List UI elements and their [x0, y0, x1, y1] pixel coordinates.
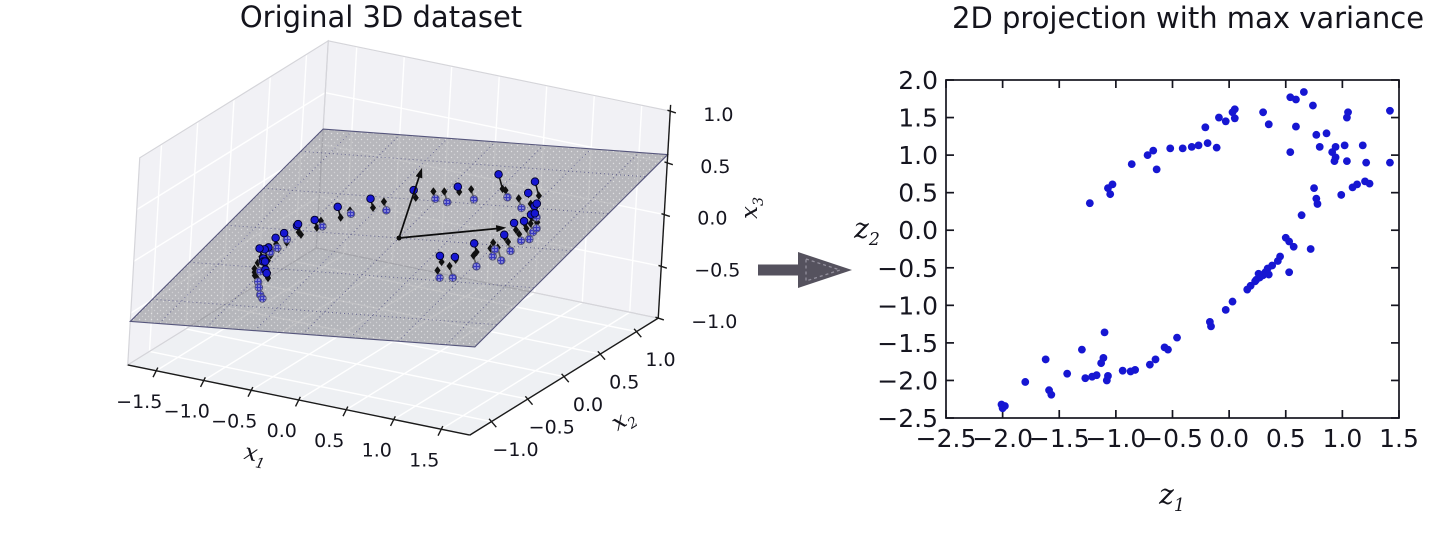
- svg-text:−1.5: −1.5: [1029, 424, 1090, 453]
- svg-text:−2.0: −2.0: [877, 366, 938, 395]
- svg-text:−1.5: −1.5: [877, 329, 938, 358]
- right-2d-plot: −2.5−2.0−1.5−1.0−0.5 0.0 0.5 1.0 1.52.01.51.…: [877, 66, 1419, 453]
- svg-text:−1.0: −1.0: [691, 311, 737, 333]
- svg-text:−1.0: −1.0: [492, 439, 538, 461]
- z2-axis-label: z2: [854, 212, 880, 250]
- svg-text:0.0: 0.0: [267, 420, 297, 442]
- svg-text:0.5: 0.5: [1266, 424, 1306, 453]
- left-plot-title: Original 3D dataset: [239, 0, 523, 34]
- svg-text:−0.5: −0.5: [529, 417, 575, 439]
- svg-text:−1.0: −1.0: [1086, 424, 1147, 453]
- x3-axis-label: x3: [737, 196, 767, 220]
- svg-text:−1.0: −1.0: [877, 291, 938, 320]
- svg-text:0.5: 0.5: [314, 430, 344, 452]
- svg-text:−2.5: −2.5: [916, 424, 977, 453]
- left-3d-plot: −1.5 −1.0 −0.5 0.0 0.5 1.0 1.5 −1.0−0.50.00.51.…: [116, 39, 740, 471]
- svg-text:0.0: 0.0: [1209, 424, 1249, 453]
- svg-text:−0.5: −0.5: [877, 254, 938, 283]
- svg-text:0.5: 0.5: [898, 179, 938, 208]
- svg-text:0.5: 0.5: [609, 372, 639, 394]
- svg-text:−1.5: −1.5: [116, 391, 162, 413]
- svg-text:−1.0: −1.0: [164, 401, 210, 423]
- svg-text:−0.5: −0.5: [1142, 424, 1203, 453]
- svg-text:1.0: 1.0: [703, 104, 733, 126]
- svg-text:1.5: 1.5: [1379, 424, 1419, 453]
- svg-text:−0.5: −0.5: [211, 410, 257, 432]
- svg-text:1.5: 1.5: [898, 104, 938, 133]
- svg-text:−2.5: −2.5: [877, 404, 938, 433]
- svg-text:1.0: 1.0: [1322, 424, 1362, 453]
- svg-text:0.0: 0.0: [573, 394, 603, 416]
- svg-text:0.0: 0.0: [898, 216, 938, 245]
- svg-text:0.0: 0.0: [697, 208, 727, 230]
- right-plot-title: 2D projection with max variance: [952, 1, 1425, 35]
- projection-arrow-icon: [758, 252, 852, 288]
- z1-axis-label: z1: [1159, 478, 1185, 516]
- svg-text:−0.5: −0.5: [694, 259, 740, 281]
- svg-text:1.0: 1.0: [645, 349, 675, 371]
- svg-text:1.5: 1.5: [409, 449, 439, 471]
- svg-text:2.0: 2.0: [898, 66, 938, 95]
- svg-text:−2.0: −2.0: [972, 424, 1033, 453]
- svg-text:1.0: 1.0: [898, 141, 938, 170]
- svg-text:1.0: 1.0: [362, 440, 392, 462]
- svg-text:0.5: 0.5: [700, 156, 730, 178]
